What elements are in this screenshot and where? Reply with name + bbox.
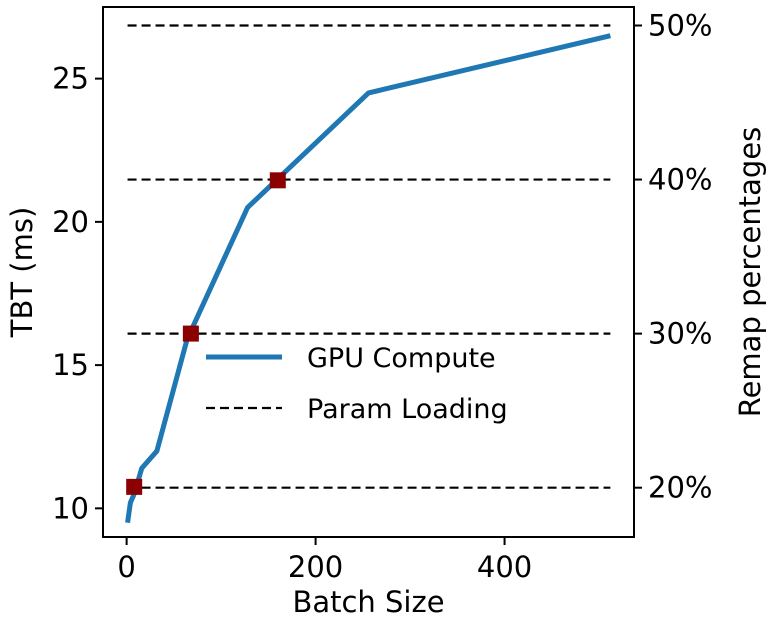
param-loading-lines [127,24,611,489]
remap-marker [182,325,199,342]
x-tick-label: 200 [288,550,343,584]
x-tick-label: 400 [477,550,532,584]
y-tick-label: 15 [52,348,89,382]
legend-label-param-loading: Param Loading [307,394,508,425]
x-axis-label: Batch Size [292,585,444,619]
plot-frame [102,6,635,538]
remap-markers [126,172,286,495]
y-axis-label: TBT (ms) [5,207,39,339]
x-axis: 0 200 400 [117,537,532,584]
y-axis-right: 20% 30% 40% 50% [634,8,712,505]
y-axis-left: 10 15 20 25 [52,62,103,525]
x-tick-label: 0 [117,550,135,584]
y-tick-label: 20 [52,205,89,239]
gpu-compute-line [125,33,611,524]
remap-marker [126,478,143,495]
legend: GPU Compute Param Loading [206,343,508,425]
y2-tick-label: 30% [648,317,712,351]
y-tick-label: 25 [52,62,89,96]
y2-tick-label: 20% [648,471,712,505]
remap-marker [269,172,286,189]
y2-tick-label: 40% [648,163,712,197]
y-tick-label: 10 [52,491,89,525]
gpu-compute-series [125,33,611,524]
y2-axis-label: Remap percentages [733,127,767,418]
y2-tick-label: 50% [648,8,712,42]
legend-label-gpu-compute: GPU Compute [307,343,496,374]
